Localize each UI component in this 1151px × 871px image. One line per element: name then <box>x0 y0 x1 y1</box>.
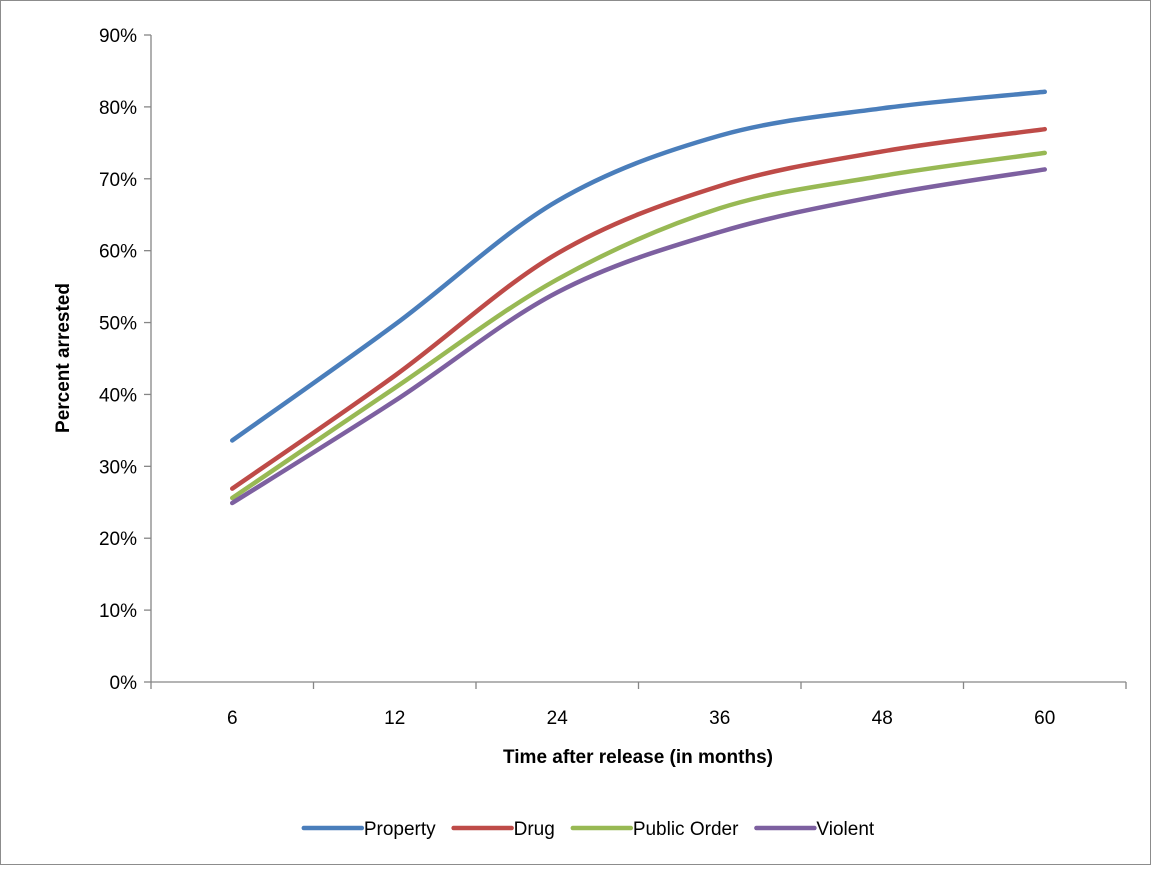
series-line-drug <box>230 126 1047 491</box>
x-tick-label: 6 <box>227 708 238 729</box>
x-tick-label: 12 <box>384 708 405 729</box>
y-tick-label: 70% <box>99 170 137 191</box>
y-tick-label: 20% <box>99 529 137 550</box>
y-tick-label: 60% <box>99 242 137 263</box>
legend: Property Drug Public Order Violent <box>301 819 875 840</box>
series-line-public-order <box>230 150 1047 501</box>
legend-label-public-order: Public Order <box>633 819 739 840</box>
x-axis-title: Time after release (in months) <box>503 747 773 768</box>
legend-label-violent: Violent <box>816 819 874 840</box>
x-tick-label: 48 <box>872 708 893 729</box>
y-axis-title: Percent arrested <box>53 283 74 433</box>
series-line-property <box>230 89 1047 443</box>
legend-label-drug: Drug <box>514 819 555 840</box>
axes: 0% 10% 20% 30% 40% 50% 60% 70% 80% 90% 6 12 24 36 48 60 <box>99 26 1127 729</box>
y-tick-label: 50% <box>99 314 137 335</box>
x-tick-label: 36 <box>709 708 730 729</box>
x-tick-label: 60 <box>1034 708 1055 729</box>
y-tick-label: 10% <box>99 601 137 622</box>
legend-label-property: Property <box>364 819 436 840</box>
x-tick-label: 24 <box>547 708 569 729</box>
y-tick-label: 0% <box>110 673 138 694</box>
y-tick-label: 30% <box>99 457 137 478</box>
y-tick-label: 90% <box>99 26 137 47</box>
y-tick-label: 40% <box>99 385 137 406</box>
series-line-violent <box>230 167 1047 506</box>
y-tick-label: 80% <box>99 98 137 119</box>
series-lines <box>230 89 1047 506</box>
